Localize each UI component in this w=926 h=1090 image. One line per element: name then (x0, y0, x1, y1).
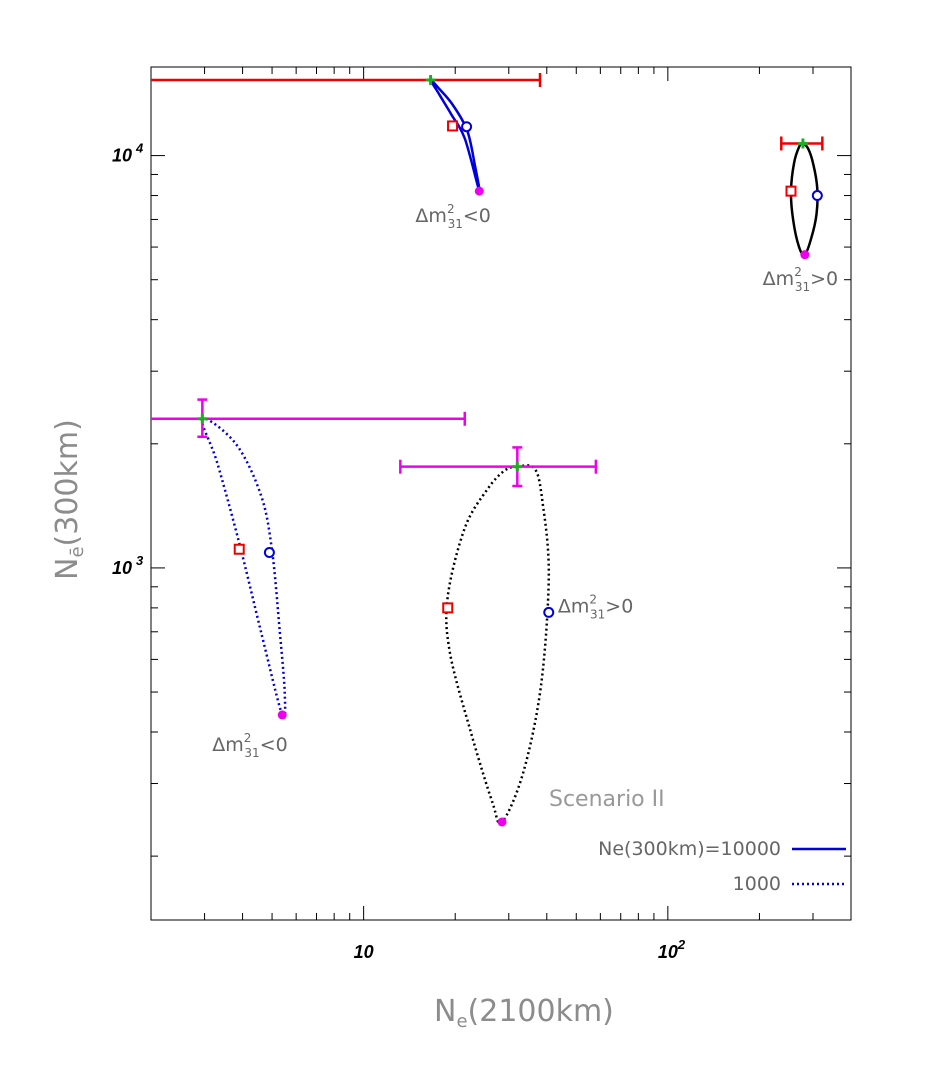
annotation-label: Δm2 31<0 (212, 731, 287, 760)
plot-frame (150, 66, 852, 921)
marker-square (447, 120, 459, 132)
axis-ticks (150, 67, 852, 920)
legend: Ne(300km)=10000 1000 (598, 838, 846, 895)
y-axis-title: Nē(300km) (50, 419, 88, 580)
annotation-label: Δm2 31>0 (558, 592, 633, 621)
annotation-label: Δm2 31>0 (763, 265, 838, 294)
legend-label: Ne(300km)=10000 (598, 838, 781, 860)
marker-dot (800, 250, 810, 260)
marker-circle (263, 546, 275, 558)
scenario-label: Scenario II (549, 787, 665, 812)
marker-square (442, 602, 454, 614)
y-tick-label: 10 4 (112, 141, 144, 166)
marker-square (785, 185, 797, 197)
marker-plus (425, 75, 436, 86)
x-axis-title: Ne(2100km) (434, 994, 614, 1032)
error-bars (151, 73, 824, 488)
marker-circle (811, 190, 823, 202)
contour-curve (445, 464, 551, 825)
annotation-label: Δm2 31<0 (415, 202, 490, 231)
contours (200, 78, 819, 825)
marker-dot (277, 710, 287, 720)
marker-plus (797, 138, 808, 149)
legend-label: 1000 (733, 873, 781, 895)
x-tick-label: 10 (354, 942, 374, 962)
contour-curve (429, 78, 481, 193)
marker-plus (512, 461, 523, 472)
contour-curve (200, 417, 287, 719)
marker-square (233, 543, 245, 555)
annotations: Δm2 31<0 Δm2 31>0 Δm2 31>0 Δm2 31<0 (212, 202, 838, 760)
y-tick-label: 10 3 (112, 553, 144, 578)
x-tick-label: 102 (658, 937, 686, 962)
marker-circle (461, 121, 473, 133)
marker-plus (197, 413, 208, 424)
markers (197, 75, 823, 827)
marker-dot (497, 817, 507, 827)
marker-circle (543, 606, 555, 618)
marker-dot (474, 186, 484, 196)
